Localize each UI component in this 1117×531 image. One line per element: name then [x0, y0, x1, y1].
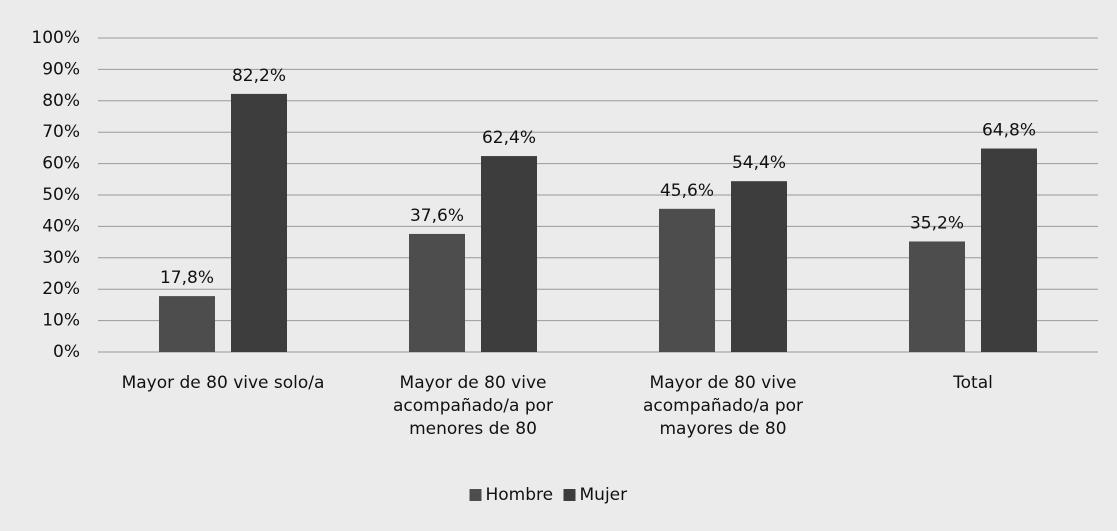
x-tick-label: Mayor de 80 vive solo/a [121, 373, 325, 393]
legend-swatch [563, 489, 576, 501]
legend-swatch [469, 489, 482, 501]
data-label: 45,6% [660, 181, 714, 201]
y-tick-label: 60% [42, 154, 80, 174]
data-label: 62,4% [482, 128, 536, 148]
bar [409, 233, 465, 352]
x-tick-label: Mayor de 80 vive acompañado/a por menore… [392, 373, 554, 439]
y-tick-label: 20% [42, 279, 80, 299]
data-label: 37,6% [410, 206, 464, 226]
bar [659, 208, 715, 352]
bar [481, 156, 537, 352]
y-tick-label: 80% [42, 91, 80, 111]
data-label: 82,2% [232, 66, 286, 86]
y-tick-label: 10% [42, 311, 80, 331]
y-tick-label: 30% [42, 248, 80, 268]
y-tick-label: 50% [42, 185, 80, 205]
y-tick-label: 90% [42, 59, 80, 79]
data-label: 54,4% [732, 153, 786, 173]
data-label: 64,8% [982, 121, 1036, 141]
y-tick-label: 0% [53, 342, 80, 362]
bar [909, 241, 965, 352]
y-tick-label: 40% [42, 216, 80, 236]
legend-label: Mujer [580, 485, 628, 505]
bar [731, 181, 787, 352]
data-label: 17,8% [160, 268, 214, 288]
x-tick-label: Total [953, 373, 993, 393]
data-label: 35,2% [910, 213, 964, 233]
legend-label: Hombre [486, 485, 554, 505]
bar [231, 93, 287, 352]
x-tick-label: Mayor de 80 vive acompañado/a por mayore… [642, 373, 804, 439]
bar [981, 148, 1037, 352]
bar [159, 296, 215, 352]
y-tick-label: 100% [31, 28, 80, 48]
y-tick-label: 70% [42, 122, 80, 142]
